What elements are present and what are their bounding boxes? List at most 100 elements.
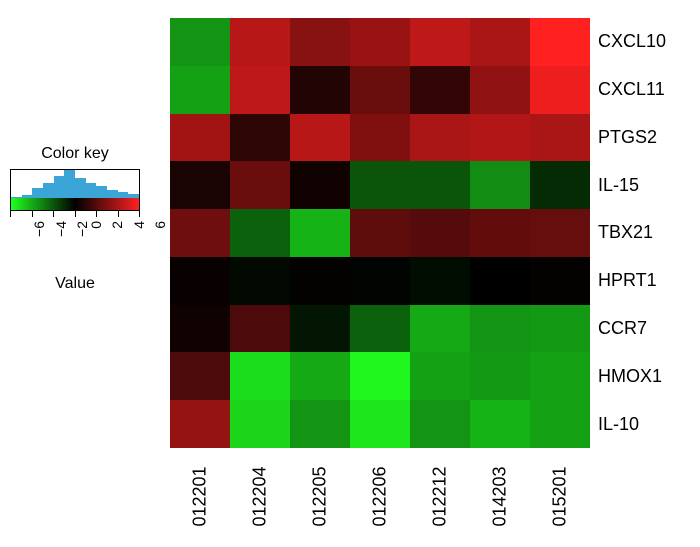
heatmap-cell [290,209,350,257]
heatmap-cell [410,114,470,162]
color-key-tick-label: −4 [52,221,68,237]
color-key-title: Color key [10,145,140,163]
column-label: 012206 [350,452,410,542]
heatmap-cell [230,209,290,257]
heatmap-cell [470,305,530,353]
color-key-hist-bar [64,170,75,198]
color-key-hist-bar [75,178,86,198]
row-label: IL-15 [590,161,666,209]
row-label: CCR7 [590,305,666,353]
heatmap-cell [350,114,410,162]
row-labels: CXCL10CXCL11PTGS2IL-15TBX21HPRT1CCR7HMOX… [590,18,666,448]
heatmap-cell [350,161,410,209]
color-key-tick-label: −6 [31,221,47,237]
heatmap-cell [410,209,470,257]
heatmap-cell [530,257,590,305]
heatmap-cell [470,352,530,400]
heatmap-cell [470,114,530,162]
heatmap-row [170,18,590,66]
heatmap-cell [170,305,230,353]
heatmap-cell [530,352,590,400]
heatmap-cell [470,257,530,305]
heatmap-cell [530,66,590,114]
heatmap-cell [530,18,590,66]
row-label: CXCL10 [590,18,666,66]
heatmap-cell [230,18,290,66]
heatmap-row [170,209,590,257]
heatmap-cell [170,18,230,66]
heatmap-cell [530,305,590,353]
heatmap-cell [350,66,410,114]
color-key-tick [75,211,76,217]
color-key-axis-title: Value [10,275,140,293]
column-labels: 0122010122040122050122060122120142030152… [170,452,590,542]
heatmap-cell [410,352,470,400]
heatmap-cell [290,305,350,353]
heatmap-cell [230,114,290,162]
heatmap-cell [350,257,410,305]
heatmap-cell [350,352,410,400]
color-key-tick [32,211,33,217]
row-label: HPRT1 [590,257,666,305]
color-key-tick-label: 0 [87,221,103,229]
heatmap-cell [290,114,350,162]
color-key-tick [118,211,119,217]
heatmap-cell [170,66,230,114]
color-key-ticks [10,211,140,217]
color-key-tick-labels: −6−4−20246 [10,219,140,271]
color-key-tick-label: 6 [152,221,168,229]
heatmap-cell [410,161,470,209]
heatmap-cell [230,161,290,209]
column-label: 012204 [230,452,290,542]
column-label: 012205 [290,452,350,542]
heatmap-row [170,161,590,209]
heatmap-cell [350,18,410,66]
row-label: CXCL11 [590,66,666,114]
color-key-tick-label: 4 [130,221,146,229]
column-label: 012212 [410,452,470,542]
heatmap-cell [290,352,350,400]
color-key-hist-bar [86,183,97,198]
row-label: PTGS2 [590,114,666,162]
column-label: 014203 [470,452,530,542]
color-key-hist-bar [32,188,43,198]
heatmap-cell [170,352,230,400]
heatmap-cell [290,66,350,114]
row-label: TBX21 [590,209,666,257]
heatmap-cell [170,400,230,448]
row-label: IL-10 [590,400,666,448]
heatmap-cell [170,257,230,305]
heatmap-cell [290,161,350,209]
column-label: 012201 [170,452,230,542]
heatmap-row [170,66,590,114]
heatmap-cell [230,305,290,353]
heatmap-cell [470,161,530,209]
color-key: Color key −6−4−20246 Value [10,145,140,293]
heatmap-cell [230,400,290,448]
heatmap-cell [470,66,530,114]
heatmap-cell [170,161,230,209]
color-key-hist-bar [96,186,107,198]
heatmap-cell [230,257,290,305]
heatmap-cell [530,209,590,257]
heatmap-cell [350,400,410,448]
heatmap-cell [410,305,470,353]
heatmap-cell [470,400,530,448]
color-key-tick-label: 2 [109,221,125,229]
color-key-tick [53,211,54,217]
column-label: 015201 [530,452,590,542]
heatmap-row [170,257,590,305]
heatmap-row [170,305,590,353]
heatmap-cell [290,400,350,448]
heatmap-row [170,352,590,400]
heatmap-cell [410,257,470,305]
heatmap-cell [230,352,290,400]
heatmap-row [170,400,590,448]
color-key-tick [96,211,97,217]
heatmap-cell [530,161,590,209]
heatmap-cell [470,209,530,257]
heatmap-cell [530,400,590,448]
color-key-tick [139,211,140,217]
heatmap-cell [350,305,410,353]
heatmap-row [170,114,590,162]
